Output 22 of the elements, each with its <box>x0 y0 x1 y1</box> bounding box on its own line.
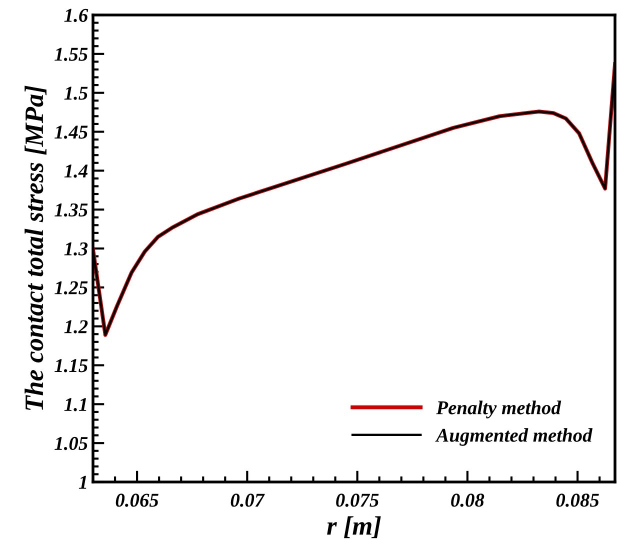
y-tick-label: 1.6 <box>64 8 88 22</box>
y-tick-label: 1.35 <box>54 203 88 217</box>
y-tick-label: 1.3 <box>64 242 88 256</box>
x-tick-label: 0.075 <box>336 494 379 507</box>
y-axis-title: The contact total stress [MPa] <box>24 86 46 410</box>
y-tick-label: 1.05 <box>54 436 88 450</box>
x-tick-label: 0.08 <box>451 494 484 507</box>
legend-label: Augmented method <box>435 428 593 446</box>
y-tick-label: 1.1 <box>64 398 86 412</box>
y-tick-label: 1.55 <box>54 48 88 61</box>
x-tick-label: 0.065 <box>116 494 158 507</box>
y-tick-label: 1.45 <box>54 126 88 139</box>
x-axis-title: r [m] <box>327 516 381 538</box>
y-tick-label: 1.5 <box>64 86 88 100</box>
y-tick-label: 1.15 <box>54 359 88 372</box>
y-tick-label: 1.25 <box>54 281 88 294</box>
y-tick-label: 1 <box>78 476 86 489</box>
y-tick-label: 1.4 <box>64 164 88 178</box>
x-tick-label: 0.085 <box>556 494 599 507</box>
legend-label: Penalty method <box>436 400 562 418</box>
y-tick-label: 1.2 <box>64 320 88 334</box>
x-tick-label: 0.07 <box>230 494 265 507</box>
